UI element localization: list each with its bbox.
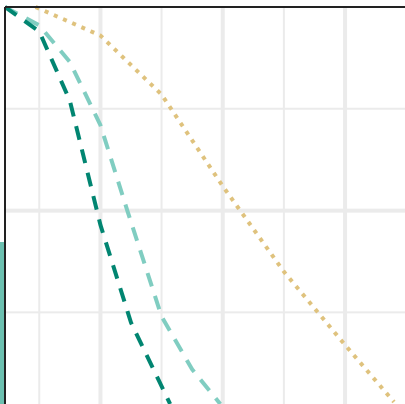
line-series <box>4 5 222 404</box>
lines <box>3 5 396 404</box>
line-series <box>3 5 172 404</box>
legend-swatch <box>0 242 5 404</box>
line-series <box>34 5 396 404</box>
grid <box>5 7 405 404</box>
